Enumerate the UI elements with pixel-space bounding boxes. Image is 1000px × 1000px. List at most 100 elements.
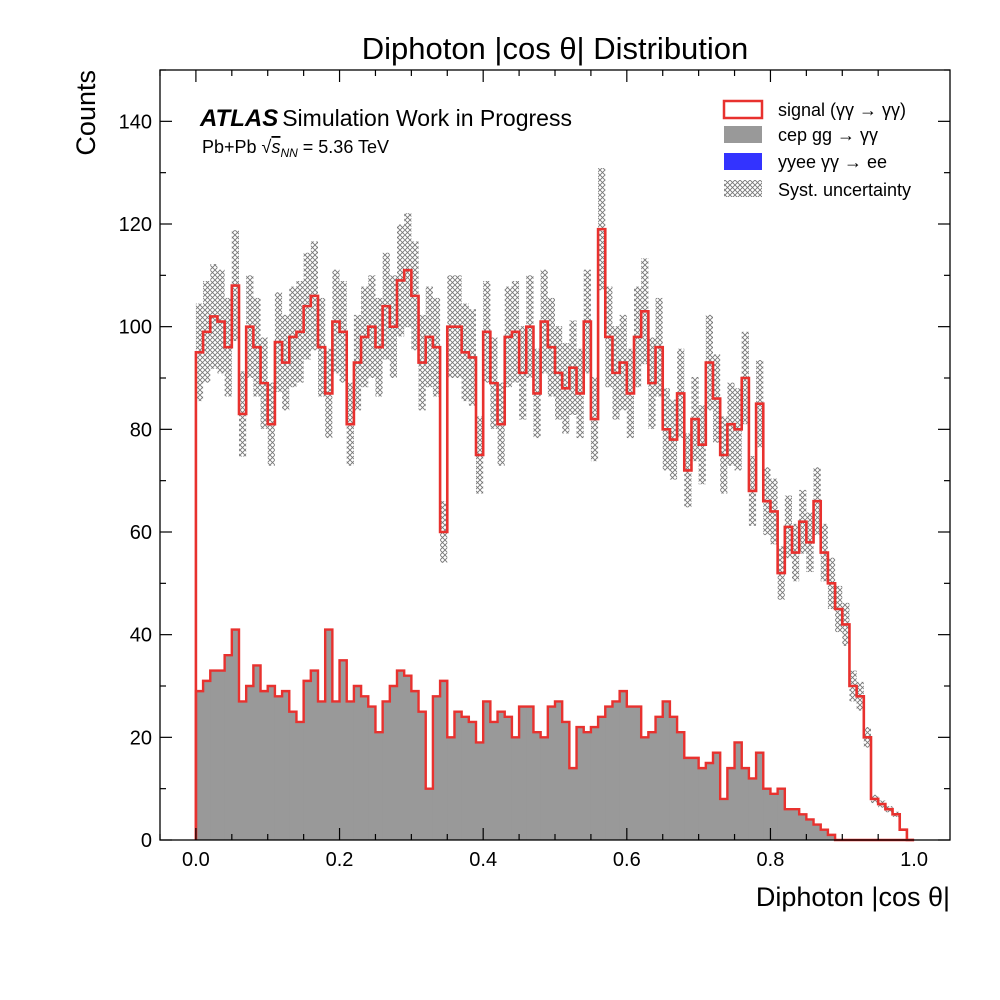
cep-bar [253, 665, 261, 840]
legend-label-yyee: yyee γγ → ee [778, 152, 887, 172]
cep-bar [713, 752, 721, 840]
x-tick-label: 0.4 [469, 849, 497, 871]
signal-histogram [194, 227, 915, 842]
cep-bar [634, 706, 642, 840]
cep-bar [547, 706, 556, 840]
atlas-status: Simulation Work in Progress [282, 105, 572, 131]
cep-bar [705, 763, 714, 840]
cep-bar [224, 655, 233, 840]
cep-bar [820, 829, 829, 840]
cep-bar [332, 701, 340, 840]
collision-subtitle: Pb+Pb √sNN = 5.36 TeV [202, 137, 389, 160]
y-tick-label: 100 [119, 317, 152, 339]
cep-bar [612, 701, 621, 840]
cep-bar [619, 691, 628, 840]
signal-step-line [194, 227, 915, 842]
y-tick-label: 60 [130, 522, 152, 544]
sqrt-subscript: NN [280, 146, 298, 160]
cep-bar [483, 701, 491, 840]
legend-swatch-cep [724, 126, 762, 143]
y-tick-label: 0 [141, 830, 152, 852]
cep-bar [318, 701, 326, 840]
cep-bar [590, 727, 599, 840]
y-tick-label: 20 [130, 727, 152, 749]
cep-bar [648, 732, 656, 840]
legend-label-signal: signal (γγ → γγ) [778, 100, 906, 120]
cep-bar [203, 680, 211, 840]
legend-swatch-signal [722, 99, 764, 120]
y-tick-label: 140 [119, 111, 152, 133]
cep-bar [454, 711, 463, 840]
cep-bar [720, 798, 728, 840]
atlas-label: ATLAS Simulation Work in Progress [199, 105, 572, 132]
cep-bar [763, 788, 771, 840]
cep-bar [748, 778, 757, 840]
cep-bar [698, 768, 707, 840]
cep-bar [476, 742, 484, 840]
cep-bar [734, 742, 743, 840]
collision-system: Pb+Pb [202, 137, 262, 157]
sqrt-variable: s [271, 137, 280, 157]
cep-bar [813, 824, 822, 840]
x-tick-label: 0.2 [326, 849, 354, 871]
cep-bar [353, 686, 362, 840]
cep-bar [533, 732, 542, 840]
cep-bar [418, 711, 427, 840]
sqrt-symbol: √ [262, 137, 272, 157]
cep-bar [425, 788, 434, 840]
cep-bar [210, 670, 218, 840]
cep-bar [626, 706, 635, 840]
chart-title: Diphoton |cos θ| Distribution [362, 31, 749, 66]
cep-bar [497, 711, 506, 840]
cep-bar [382, 701, 391, 840]
cep-bar [691, 757, 700, 840]
legend-swatch-syst [724, 180, 762, 197]
cep-bar [246, 686, 254, 840]
cep-bar [239, 701, 247, 840]
cep-bar [727, 768, 735, 840]
legend-swatch-yyee [724, 153, 762, 170]
y-tick-label: 80 [130, 419, 152, 441]
cep-bar [655, 716, 664, 840]
x-tick-label: 1.0 [900, 849, 928, 871]
cep-bar [397, 670, 405, 840]
cep-bar [569, 768, 577, 840]
cep-bar [684, 757, 692, 840]
cep-bar [346, 701, 355, 840]
cep-bar [669, 716, 678, 840]
cep-bar [511, 737, 520, 840]
cep-bar [361, 696, 369, 840]
cep-bar [389, 686, 398, 840]
cep-bar [519, 706, 527, 840]
cep-bar [195, 691, 204, 840]
cep-bar [799, 814, 807, 840]
cep-bar [267, 686, 276, 840]
cep-bar [662, 701, 671, 840]
cep-bar [562, 721, 570, 840]
cep-bar [677, 732, 685, 840]
y-tick-label: 120 [119, 214, 152, 236]
x-tick-label: 0.6 [613, 849, 641, 871]
cep-bar [490, 721, 498, 840]
cep-bar [260, 691, 269, 840]
y-axis-label: Counts [71, 70, 101, 156]
cep-bar [231, 629, 240, 840]
cep-bar [289, 711, 297, 840]
cep-bar [468, 721, 477, 840]
cep-bar [461, 716, 470, 840]
cep-bar [368, 706, 376, 840]
energy-value: = 5.36 TeV [298, 137, 389, 157]
cep-bar [576, 727, 585, 840]
atlas-brand: ATLAS [199, 105, 278, 132]
cep-bar [325, 629, 333, 840]
cep-bar [504, 716, 513, 840]
legend-label-syst: Syst. uncertainty [778, 180, 911, 200]
legend-label-cep: cep gg → γγ [778, 125, 878, 145]
x-axis-label: Diphoton |cos θ| [756, 882, 950, 912]
cep-bar [526, 706, 534, 840]
cep-outline [194, 628, 915, 842]
legend: signal (γγ → γγ) cep gg → γγ yyee γγ → e… [722, 99, 911, 200]
cep-bar [303, 680, 312, 840]
cep-bar [411, 691, 419, 840]
cep-bar [784, 809, 793, 840]
